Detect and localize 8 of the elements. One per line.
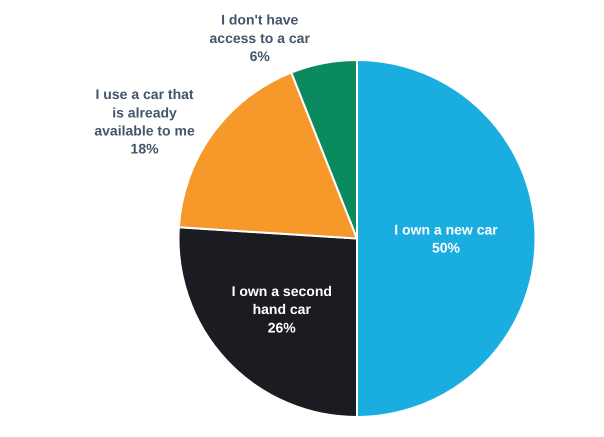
data-label: 50% bbox=[432, 240, 461, 256]
data-label: 6% bbox=[250, 48, 270, 64]
slice-label: I own a second hand car bbox=[232, 282, 332, 318]
data-label: 26% bbox=[268, 319, 296, 336]
slice-label: I own a new car bbox=[394, 221, 498, 238]
data-label: 18% bbox=[130, 140, 160, 157]
slice-label: I don't have access to a car bbox=[209, 12, 310, 46]
slice-label: I use a car that is already available to me bbox=[94, 86, 195, 138]
